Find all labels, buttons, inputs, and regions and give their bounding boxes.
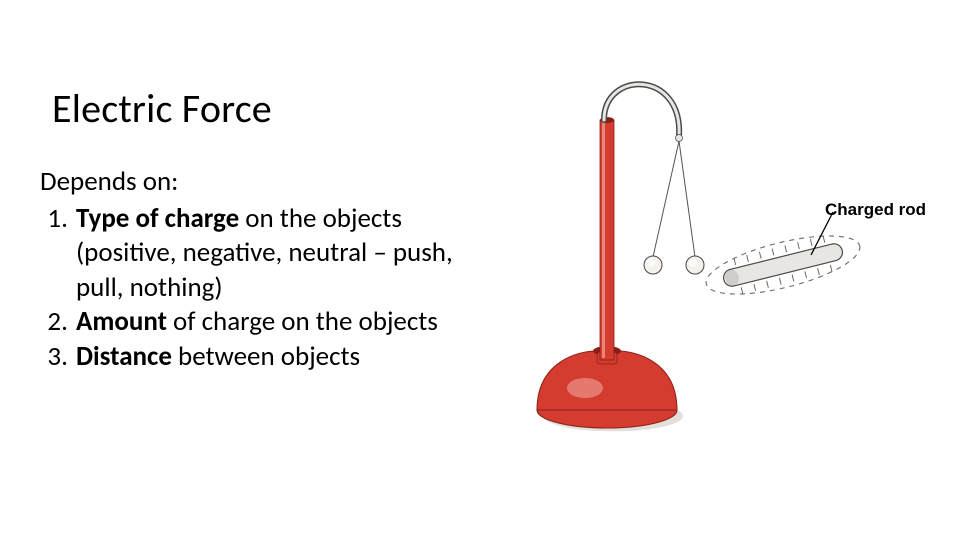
- list-item: Amount of charge on the objects: [74, 305, 460, 340]
- charged-rod-label: Charged rod: [825, 200, 926, 220]
- points-list: Type of charge on the objects (positive,…: [40, 202, 460, 375]
- point-bold: Distance: [76, 340, 172, 373]
- point-bold: Amount: [76, 305, 167, 338]
- list-item: Distance between objects: [74, 340, 460, 375]
- body-text-block: Depends on: Type of charge on the object…: [40, 165, 460, 374]
- point-rest: between objects: [172, 340, 360, 373]
- slide-title: Electric Force: [52, 84, 272, 133]
- point-bold: Type of charge: [76, 202, 239, 235]
- slide-root: Electric Force Depends on: Type of charg…: [0, 0, 960, 540]
- lead-text: Depends on:: [40, 165, 460, 200]
- electroscope-diagram: [515, 60, 945, 440]
- point-rest: of charge on the objects: [167, 305, 438, 338]
- figure-container: Charged rod: [515, 60, 945, 440]
- list-item: Type of charge on the objects (positive,…: [74, 202, 460, 306]
